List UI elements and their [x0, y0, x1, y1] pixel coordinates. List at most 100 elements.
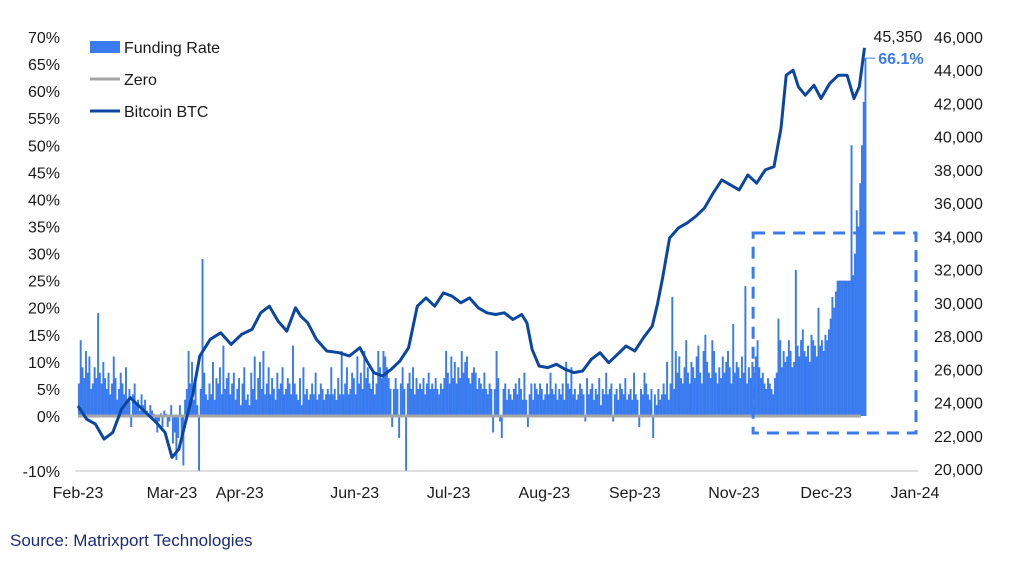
funding-bar	[648, 399, 651, 416]
funding-bar	[178, 405, 181, 416]
funding-bar	[116, 399, 119, 416]
funding-bar	[683, 367, 686, 416]
funding-bar	[822, 351, 825, 416]
funding-bar	[102, 361, 105, 416]
funding-bar	[622, 394, 625, 416]
funding-bar	[283, 394, 286, 416]
funding-bar	[267, 367, 270, 416]
funding-bar	[464, 361, 467, 416]
funding-bar	[650, 388, 653, 416]
funding-bar	[845, 280, 848, 416]
y-left-tick-label: 30%	[28, 247, 60, 264]
funding-bar	[321, 388, 324, 416]
funding-bar	[288, 383, 291, 416]
x-tick-label: Dec-23	[800, 485, 852, 502]
funding-bar	[624, 378, 627, 416]
legend-label: Zero	[124, 72, 157, 89]
funding-bar	[154, 416, 157, 422]
funding-bar	[653, 394, 656, 416]
funding-bar	[382, 351, 385, 416]
legend-label: Funding Rate	[124, 40, 220, 57]
funding-bar	[379, 367, 381, 416]
source-note: Source: Matrixport Technologies	[10, 531, 253, 550]
funding-bar	[526, 416, 529, 427]
funding-bar	[182, 416, 185, 466]
funding-bar	[131, 394, 134, 416]
funding-bar	[833, 307, 836, 416]
funding-bar	[540, 388, 543, 416]
funding-bar	[747, 367, 750, 416]
funding-bar	[613, 394, 616, 416]
funding-bar	[328, 394, 331, 416]
funding-bar	[220, 394, 223, 416]
funding-bar	[396, 388, 399, 416]
funding-bar	[281, 367, 284, 416]
funding-bar	[814, 345, 816, 416]
funding-bar	[302, 367, 305, 416]
funding-bar	[366, 367, 369, 416]
funding-bar	[452, 378, 455, 416]
funding-bar	[488, 383, 491, 416]
funding-bar	[392, 388, 395, 416]
funding-bar	[333, 388, 336, 416]
bitcoin-line	[76, 47, 866, 459]
x-tick-label: Jan-24	[890, 485, 939, 502]
funding-bar	[225, 378, 228, 416]
x-tick-label: Feb-23	[53, 485, 104, 502]
funding-bar	[834, 291, 837, 416]
funding-bar	[582, 394, 585, 416]
funding-bar	[370, 388, 373, 416]
funding-bar	[234, 399, 237, 416]
funding-bar	[507, 388, 510, 416]
funding-bar	[177, 416, 180, 438]
funding-bar	[674, 351, 677, 416]
funding-bar	[86, 372, 89, 416]
funding-bar	[109, 394, 112, 416]
funding-bar	[446, 372, 449, 416]
funding-bar	[559, 394, 562, 416]
funding-bar	[566, 383, 569, 416]
funding-bar	[587, 394, 590, 416]
y-left-tick-label: 60%	[28, 84, 60, 101]
funding-bar	[140, 394, 143, 416]
funding-bar	[340, 351, 343, 416]
funding-bar	[862, 101, 865, 416]
funding-bar	[549, 372, 552, 416]
funding-bar	[794, 269, 797, 416]
funding-bar	[728, 367, 731, 416]
funding-bar	[676, 372, 679, 416]
funding-bar	[791, 367, 794, 416]
funding-bar	[767, 378, 769, 416]
funding-bar	[260, 388, 263, 416]
funding-bar	[187, 351, 190, 416]
y-right-tick-label: 46,000	[934, 30, 983, 47]
funding-bar	[854, 253, 856, 416]
funding-bar	[171, 416, 174, 444]
funding-bar	[192, 399, 195, 416]
funding-bar	[793, 361, 796, 416]
funding-bar	[358, 383, 361, 416]
funding-bar	[279, 383, 282, 416]
funding-bar	[718, 367, 721, 416]
funding-bar	[307, 399, 310, 416]
funding-bar	[539, 383, 542, 416]
funding-bar	[91, 383, 94, 416]
funding-bar	[339, 394, 341, 416]
funding-bar	[398, 416, 401, 438]
funding-bar	[739, 378, 742, 416]
y-right-tick-label: 40,000	[934, 130, 983, 147]
funding-bar	[290, 394, 293, 416]
funding-bar	[389, 388, 392, 416]
btc-last-value-label: 45,350	[873, 29, 922, 46]
funding-bar	[535, 388, 538, 416]
funding-bar	[184, 399, 187, 416]
funding-bar	[688, 383, 691, 416]
funding-bar	[662, 383, 665, 416]
funding-bar	[857, 226, 860, 416]
funding-bar	[606, 394, 609, 416]
funding-bar	[194, 378, 197, 416]
x-tick-label: Aug-23	[519, 485, 571, 502]
funding-bar	[730, 383, 733, 416]
funding-bar	[620, 388, 623, 416]
